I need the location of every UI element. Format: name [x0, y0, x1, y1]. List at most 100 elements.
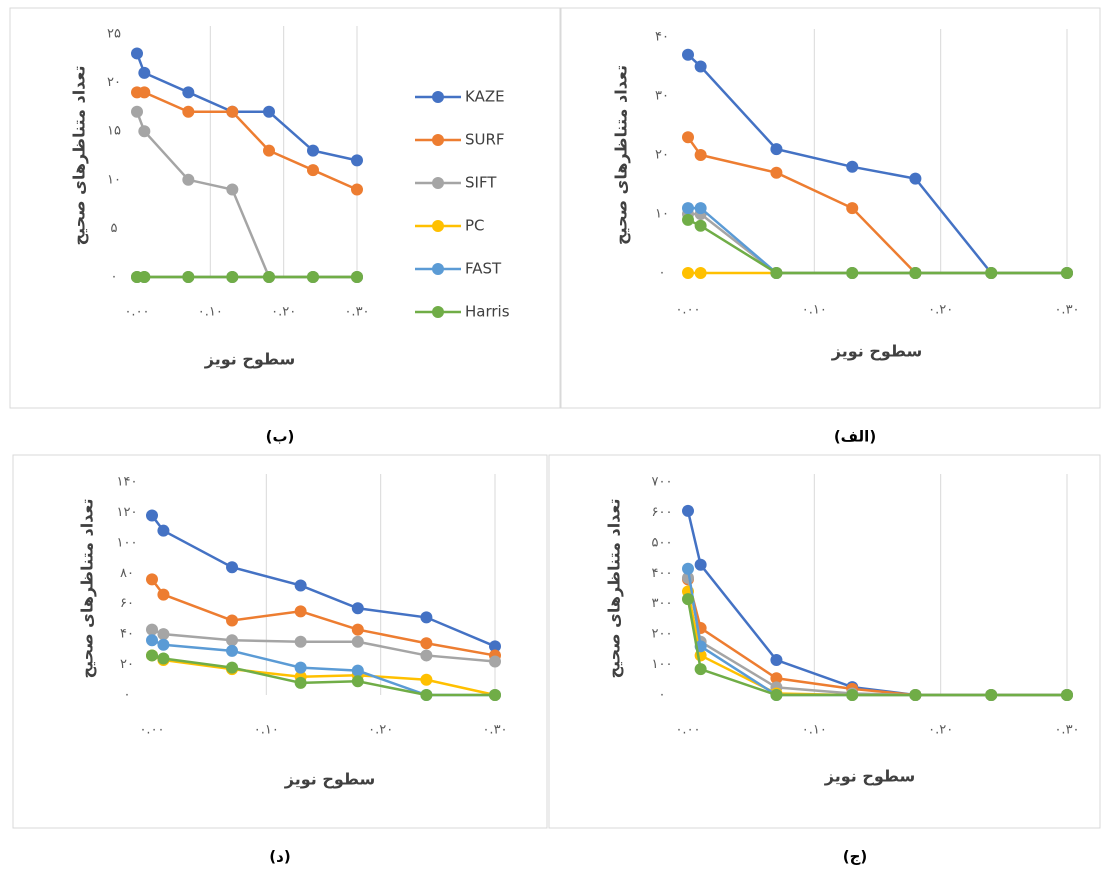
data-point: [307, 144, 319, 157]
data-point: [682, 131, 694, 144]
data-point: [146, 509, 158, 522]
data-point: [226, 271, 239, 283]
data-point: [770, 143, 783, 156]
x-tick-label: ۰.۳۰: [1054, 303, 1079, 318]
legend-swatch: [432, 91, 444, 103]
data-point: [985, 689, 998, 701]
caption: (ب): [266, 428, 295, 446]
x-tick-label: ۰.۲۰: [928, 723, 953, 738]
data-point: [682, 593, 694, 606]
panel-frame: [560, 7, 1101, 409]
data-point: [294, 676, 307, 689]
data-point: [294, 605, 307, 618]
data-point: [420, 637, 433, 650]
x-axis-title: سطوح نویز: [204, 350, 295, 369]
legend-swatch: [432, 177, 444, 189]
y-tick-label: ۰: [111, 270, 118, 285]
data-point: [351, 271, 363, 283]
data-point: [694, 663, 707, 676]
data-point: [146, 623, 158, 636]
data-point: [420, 649, 433, 662]
x-tick-label: ۰.۲۰: [368, 723, 393, 738]
y-tick-label: ۲۰: [107, 75, 121, 90]
data-point: [489, 689, 501, 701]
y-tick-label: ۸۰: [120, 566, 134, 581]
data-point: [294, 661, 307, 674]
y-tick-label: ۷۰۰: [652, 475, 673, 490]
x-tick-label: ۰.۰۰: [675, 723, 700, 738]
data-point: [351, 664, 364, 677]
data-point: [351, 602, 364, 615]
x-axis-title: سطوح نویز: [824, 767, 915, 786]
y-tick-label: ۲۰: [120, 657, 134, 672]
y-tick-label: ۴۰: [120, 627, 134, 642]
data-point: [420, 689, 433, 701]
y-tick-label: ۱۰۰: [652, 657, 673, 672]
legend-label: KAZE: [465, 88, 505, 106]
y-tick-label: ۱۲۰: [117, 505, 138, 520]
data-point: [985, 267, 998, 279]
x-tick-label: ۰.۰۰: [675, 303, 700, 318]
x-tick-label: ۰.۲۰: [928, 303, 953, 318]
data-point: [420, 611, 433, 624]
y-tick-label: ۱۰: [655, 207, 669, 222]
data-point: [307, 164, 319, 177]
y-tick-label: ۰: [659, 266, 666, 281]
x-tick-label: ۰.۰۰: [139, 723, 164, 738]
data-point: [226, 634, 239, 647]
data-point: [351, 675, 364, 688]
data-point: [294, 635, 307, 648]
legend-label: Harris: [465, 303, 510, 321]
data-point: [131, 47, 143, 60]
x-axis-title: سطوح نویز: [831, 342, 922, 361]
data-point: [157, 638, 170, 651]
y-tick-label: ۴۰: [655, 30, 669, 45]
data-point: [909, 267, 922, 279]
legend-label: FAST: [465, 260, 502, 278]
data-point: [1061, 267, 1073, 279]
data-point: [909, 689, 922, 701]
legend-swatch: [432, 134, 444, 146]
data-point: [351, 623, 364, 636]
x-tick-label: ۰.۱۰: [802, 303, 827, 318]
data-point: [157, 588, 170, 601]
data-point: [182, 105, 195, 118]
data-point: [263, 144, 275, 157]
data-point: [146, 634, 158, 647]
y-tick-label: ۱۵: [107, 124, 121, 139]
legend-swatch: [432, 306, 444, 318]
data-point: [694, 219, 707, 232]
data-point: [846, 267, 859, 279]
caption: (الف): [834, 428, 876, 446]
y-axis-title: تعداد متناظرهای صحیح: [612, 65, 631, 245]
y-axis-title: تعداد متناظرهای صحیح: [78, 499, 97, 679]
y-axis-title: تعداد متناظرهای صحیح: [70, 66, 89, 246]
data-point: [226, 614, 239, 627]
y-tick-label: ۳۰۰: [652, 596, 673, 611]
data-point: [682, 213, 694, 226]
data-point: [307, 271, 319, 283]
legend-label: SIFT: [465, 174, 497, 192]
y-tick-label: ۲۰: [655, 148, 669, 163]
data-point: [226, 661, 239, 674]
data-point: [682, 504, 694, 517]
legend-swatch: [432, 263, 444, 275]
y-axis-title: تعداد متناظرهای صحیح: [605, 499, 624, 679]
caption: (ج): [843, 848, 868, 866]
data-point: [351, 635, 364, 648]
data-point: [182, 271, 195, 283]
y-tick-label: ۲۰۰: [652, 627, 673, 642]
caption: (د): [269, 848, 290, 866]
data-point: [846, 689, 859, 701]
y-tick-label: ۲۵: [107, 27, 121, 42]
data-point: [909, 172, 922, 185]
data-point: [146, 649, 158, 662]
y-tick-label: ۶۰۰: [652, 505, 673, 520]
data-point: [351, 183, 363, 196]
x-tick-label: ۰.۳۰: [344, 305, 369, 320]
x-tick-label: ۰.۰۰: [124, 305, 149, 320]
data-point: [770, 166, 783, 179]
x-tick-label: ۰.۳۰: [482, 723, 507, 738]
data-point: [138, 86, 151, 99]
